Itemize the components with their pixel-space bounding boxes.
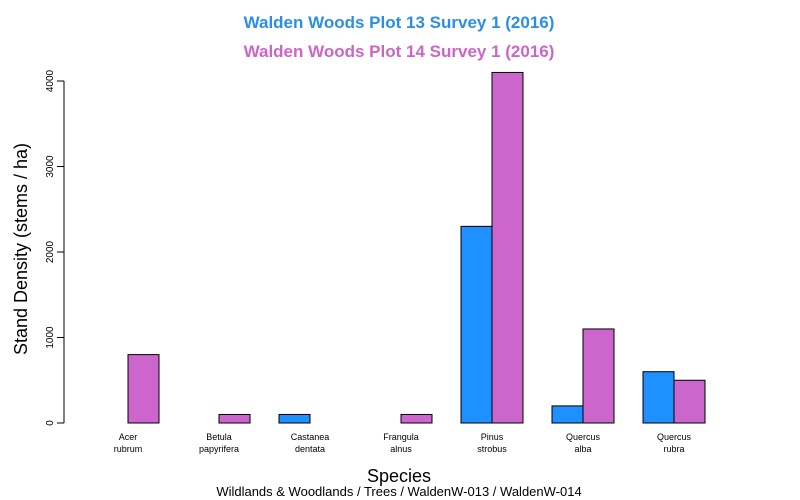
x-tick-label: rubrum bbox=[114, 444, 143, 454]
y-tick-label: 0 bbox=[45, 420, 56, 426]
x-tick-label: Quercus bbox=[566, 432, 601, 442]
y-tick-label: 2000 bbox=[45, 240, 56, 263]
chart-title-1: Walden Woods Plot 13 Survey 1 (2016) bbox=[244, 13, 555, 32]
y-axis: 0 1000 2000 3000 4000 bbox=[45, 69, 65, 426]
x-tick-label: Acer bbox=[119, 432, 138, 442]
x-tick-label: Betula bbox=[206, 432, 232, 442]
bar-series-2-quercus-rubra bbox=[673, 379, 706, 424]
bar-series-1-quercus-alba bbox=[551, 405, 584, 424]
x-tick-label: strobus bbox=[477, 444, 507, 454]
x-tick-label: alba bbox=[574, 444, 591, 454]
bar-series-1-castanea-dentata bbox=[278, 413, 311, 424]
bar-series-1-quercus-rubra bbox=[642, 371, 675, 424]
x-axis-labels: Acer rubrum Betula papyrifera Castanea dentat… bbox=[114, 432, 692, 454]
bar-series-2-frangula-alnus bbox=[400, 413, 433, 424]
y-axis-title: Stand Density (stems / ha) bbox=[11, 143, 31, 355]
x-tick-label: Castanea bbox=[291, 432, 330, 442]
x-tick-label: papyrifera bbox=[199, 444, 239, 454]
x-tick-label: dentata bbox=[295, 444, 325, 454]
y-tick-label: 1000 bbox=[45, 326, 56, 349]
bar-series-2-pinus-strobus bbox=[491, 71, 524, 424]
x-tick-label: Quercus bbox=[657, 432, 692, 442]
bar-series-2-quercus-alba bbox=[582, 328, 615, 424]
chart-caption: Wildlands & Woodlands / Trees / WaldenW-… bbox=[216, 484, 581, 499]
bar-series-1-pinus-strobus bbox=[460, 225, 493, 424]
chart-title-2: Walden Woods Plot 14 Survey 1 (2016) bbox=[244, 42, 555, 61]
x-tick-label: rubra bbox=[663, 444, 684, 454]
x-tick-label: Pinus bbox=[481, 432, 504, 442]
x-tick-label: alnus bbox=[390, 444, 412, 454]
y-tick-label: 4000 bbox=[45, 69, 56, 92]
bars bbox=[127, 71, 706, 424]
x-axis-title: Species bbox=[367, 466, 431, 486]
x-tick-label: Frangula bbox=[383, 432, 419, 442]
y-tick-label: 3000 bbox=[45, 155, 56, 178]
bar-series-2-acer-rubrum bbox=[127, 354, 160, 424]
bar-series-2-betula-papyrifera bbox=[218, 413, 251, 424]
